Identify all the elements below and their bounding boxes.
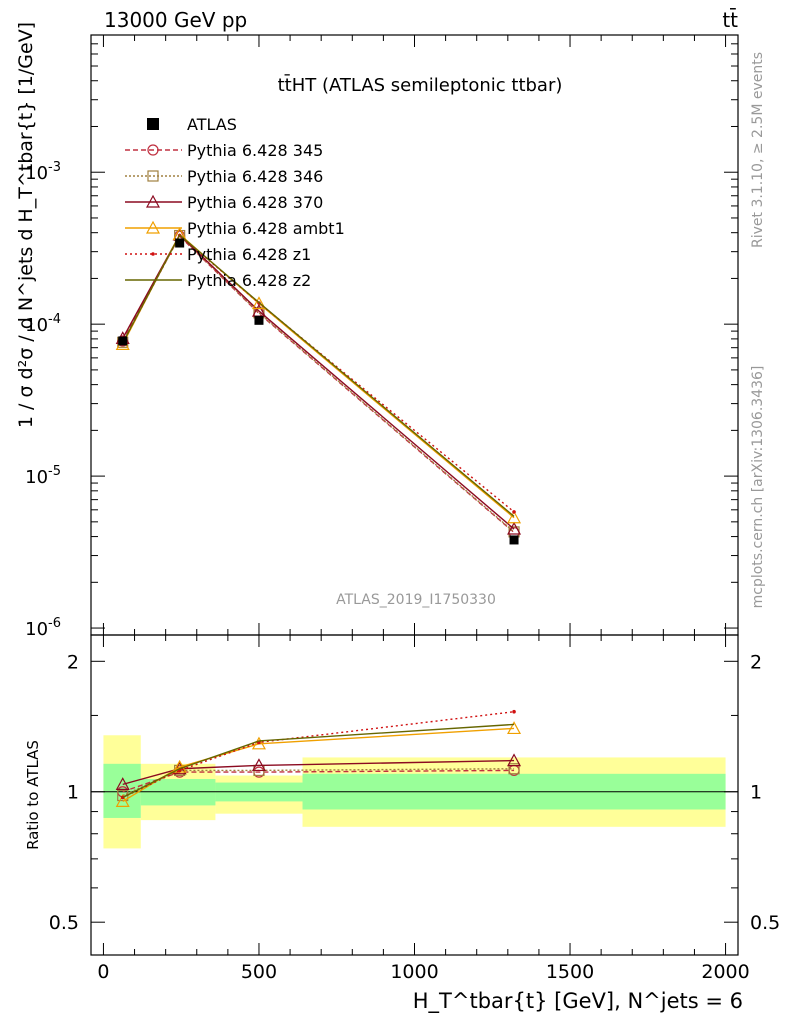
point bbox=[508, 763, 520, 775]
ratio-tick-label: 1 bbox=[67, 782, 79, 804]
ratio-series-line bbox=[122, 768, 515, 797]
point bbox=[507, 510, 522, 524]
point bbox=[115, 794, 130, 807]
header-right: tt̄ bbox=[722, 7, 738, 32]
x-tick-label: 0 bbox=[97, 961, 109, 983]
point bbox=[251, 296, 266, 310]
point bbox=[507, 521, 522, 535]
series-line bbox=[122, 234, 515, 513]
series-line bbox=[122, 233, 515, 519]
ratio-tick-label: 2 bbox=[67, 651, 79, 673]
y-tick-label: 10-5 bbox=[25, 464, 61, 488]
legend-label: Pythia 6.428 370 bbox=[187, 193, 323, 212]
legend-label: Pythia 6.428 z1 bbox=[187, 245, 311, 264]
point bbox=[512, 709, 516, 714]
point bbox=[151, 252, 155, 256]
data-point bbox=[254, 315, 264, 325]
rivet-label: Rivet 3.1.10, ≥ 2.5M events bbox=[750, 52, 766, 248]
ratio-series-line bbox=[122, 769, 515, 793]
y-tick-label: 10-6 bbox=[25, 616, 61, 640]
legend-label: Pythia 6.428 345 bbox=[187, 141, 323, 160]
y-tick-label: 10-3 bbox=[25, 160, 61, 184]
chart-title: tt̄HT (ATLAS semileptonic ttbar) bbox=[278, 74, 563, 96]
point bbox=[115, 777, 130, 790]
data-point bbox=[118, 336, 128, 346]
point bbox=[251, 758, 266, 772]
legend-label: ATLAS bbox=[187, 115, 237, 134]
point bbox=[147, 170, 159, 182]
ratio-series-line bbox=[122, 723, 515, 799]
point bbox=[507, 753, 522, 767]
point bbox=[147, 144, 159, 156]
x-tick-label: 1500 bbox=[546, 961, 594, 983]
series-line bbox=[122, 233, 515, 517]
legend-label: Pythia 6.428 ambt1 bbox=[187, 219, 345, 238]
watermark: ATLAS_2019_I1750330 bbox=[336, 592, 496, 608]
series-line bbox=[122, 233, 515, 530]
ratio-y-axis-label: Ratio to ATLAS bbox=[24, 740, 42, 850]
ratio-series-line bbox=[122, 759, 515, 786]
data-point bbox=[509, 535, 519, 545]
legend-label: Pythia 6.428 346 bbox=[187, 167, 323, 186]
ratio-tick-label-right: 2 bbox=[750, 651, 762, 673]
ratio-tick-label: 0.5 bbox=[49, 912, 79, 934]
x-tick-label: 2000 bbox=[701, 961, 749, 983]
point bbox=[512, 510, 516, 514]
header-left: 13000 GeV pp bbox=[104, 8, 247, 32]
ratio-tick-label-right: 1 bbox=[750, 782, 762, 804]
point bbox=[507, 721, 522, 735]
x-tick-label: 500 bbox=[241, 961, 277, 983]
point bbox=[145, 194, 161, 208]
ratio-series-line bbox=[122, 711, 515, 799]
legend-label: Pythia 6.428 z2 bbox=[187, 271, 311, 290]
y-tick-label: 10-4 bbox=[25, 312, 61, 336]
legend-marker bbox=[147, 118, 159, 130]
ratio-tick-label-right: 0.5 bbox=[750, 912, 780, 934]
data-point bbox=[175, 238, 185, 248]
x-tick-label: 1000 bbox=[390, 961, 438, 983]
mcplots-label: mcplots.cern.ch [arXiv:1306.3436] bbox=[750, 366, 766, 609]
point bbox=[145, 220, 161, 234]
x-axis-label: H_T^tbar{t} [GeV], N^jets = 6 bbox=[413, 989, 743, 1014]
y-axis-label: 1 / σ d²σ / d N^jets d H_T^tbar{t} [1/Ge… bbox=[15, 22, 37, 428]
point bbox=[251, 736, 266, 750]
